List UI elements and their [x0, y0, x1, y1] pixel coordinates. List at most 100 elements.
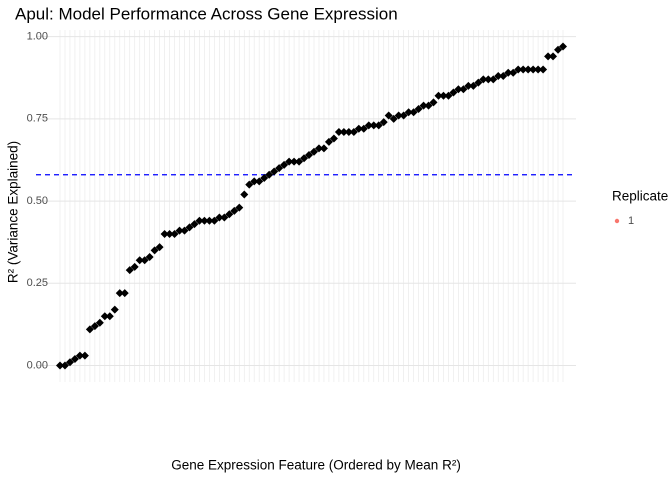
point: [484, 75, 493, 84]
point: [519, 65, 528, 74]
point: [424, 101, 433, 110]
point: [225, 210, 234, 219]
point: [250, 177, 259, 186]
point: [449, 88, 458, 97]
point: [280, 160, 289, 169]
point: [205, 216, 214, 225]
point: [534, 65, 543, 74]
point: [155, 243, 164, 252]
point: [404, 108, 413, 117]
point: [474, 78, 483, 87]
legend-title: Replicate: [612, 189, 668, 204]
point: [215, 213, 224, 222]
point: [309, 147, 318, 156]
point: [135, 256, 144, 265]
point: [419, 101, 428, 110]
point: [240, 190, 249, 199]
point: [504, 68, 513, 77]
point: [544, 52, 553, 61]
point: [394, 111, 403, 120]
point: [285, 157, 294, 166]
point: [210, 216, 219, 225]
point: [145, 252, 154, 261]
point: [65, 358, 74, 367]
point: [459, 85, 468, 94]
point: [494, 72, 503, 81]
point: [100, 312, 109, 321]
y-tick-label: 0.50: [27, 195, 48, 207]
legend-marker: [614, 218, 620, 224]
point: [125, 266, 134, 275]
y-tick-label: 1.00: [27, 30, 48, 42]
point: [175, 226, 184, 235]
point: [265, 170, 274, 179]
point: [195, 216, 204, 225]
y-tick-label: 0.00: [27, 359, 48, 371]
point: [105, 312, 114, 321]
point: [270, 167, 279, 176]
x-axis-title: Gene Expression Feature (Ordered by Mean…: [171, 458, 461, 473]
y-tick-label: 0.75: [27, 113, 48, 125]
point: [230, 206, 239, 215]
point: [314, 144, 323, 153]
point: [130, 262, 139, 271]
point: [499, 72, 508, 81]
point: [514, 65, 523, 74]
point: [389, 114, 398, 123]
point: [80, 351, 89, 360]
point: [399, 111, 408, 120]
point: [295, 157, 304, 166]
point: [235, 203, 244, 212]
point: [300, 154, 309, 163]
point: [170, 229, 179, 238]
point: [434, 91, 443, 100]
point: [60, 361, 69, 370]
point: [339, 127, 348, 136]
grid: [59, 30, 564, 382]
legend-label: 1: [628, 215, 634, 227]
y-axis-title: R² (Variance Explained): [6, 141, 21, 283]
point: [464, 81, 473, 90]
point: [469, 81, 478, 90]
point: [509, 68, 518, 77]
point: [444, 91, 453, 100]
point: [554, 45, 563, 54]
point: [56, 361, 64, 370]
point: [75, 351, 84, 360]
point: [529, 65, 538, 74]
point: [559, 42, 567, 51]
point: [200, 216, 209, 225]
point: [454, 85, 463, 94]
point: [180, 226, 189, 235]
point: [165, 229, 174, 238]
point: [115, 289, 124, 298]
point: [479, 75, 488, 84]
point: [344, 127, 353, 136]
point: [379, 118, 388, 127]
point: [524, 65, 533, 74]
point: [70, 354, 79, 363]
point: [260, 174, 269, 183]
point: [85, 325, 94, 334]
point: [305, 151, 314, 160]
point: [255, 177, 264, 186]
point: [190, 220, 199, 229]
y-tick-label: 0.25: [27, 277, 48, 289]
point: [489, 75, 498, 84]
point: [290, 157, 299, 166]
point: [374, 121, 383, 130]
point: [140, 256, 149, 265]
point: [359, 124, 368, 133]
point: [120, 289, 129, 298]
point: [324, 137, 333, 146]
point: [414, 104, 423, 113]
point: [349, 127, 358, 136]
point: [110, 305, 119, 314]
point: [95, 318, 104, 327]
point: [160, 229, 169, 238]
point: [90, 322, 99, 331]
point: [329, 134, 338, 143]
point: [369, 121, 378, 130]
point: [354, 124, 363, 133]
